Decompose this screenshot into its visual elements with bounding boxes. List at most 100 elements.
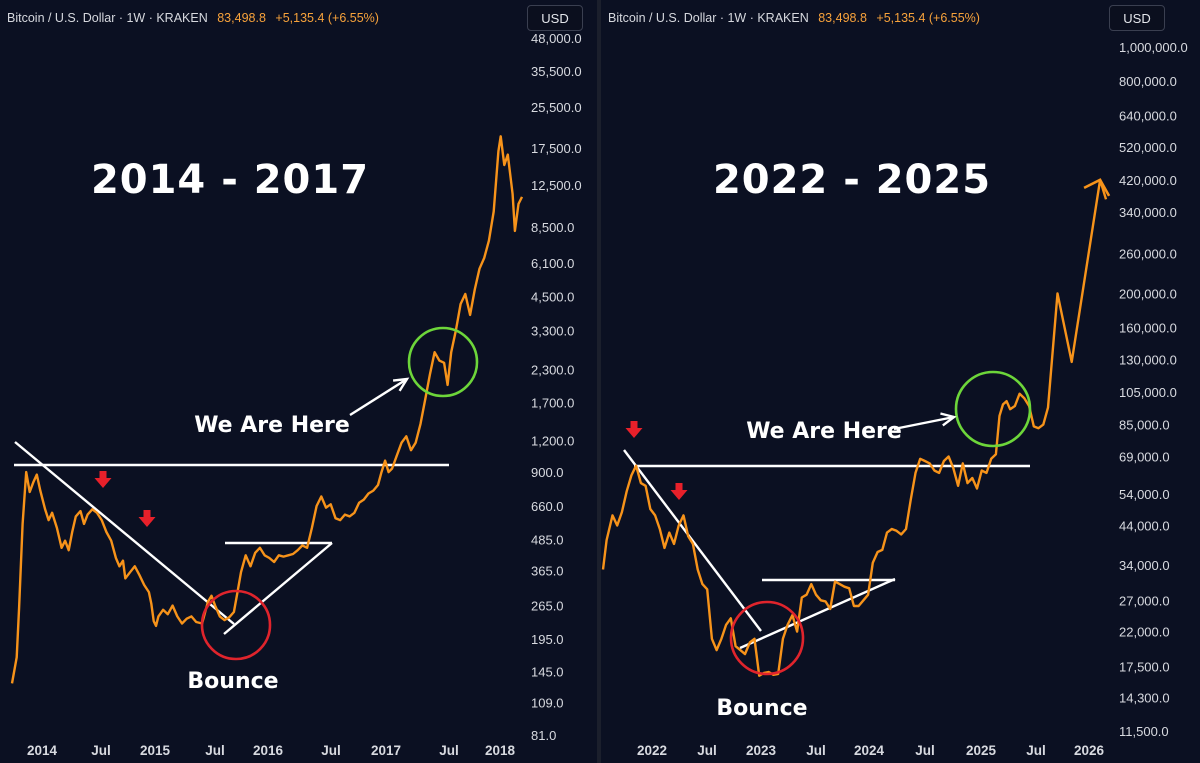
y-tick-label: 265.0 (531, 599, 564, 614)
y-tick-label: 35,500.0 (531, 64, 582, 79)
x-tick-label: 2022 (637, 743, 667, 758)
chart-title: 2022 - 2025 (713, 157, 991, 203)
y-tick-label: 3,300.0 (531, 323, 574, 338)
y-tick-label: 17,500.0 (531, 141, 582, 156)
here-circle (407, 326, 479, 398)
y-tick-label: 69,000.0 (1119, 450, 1170, 465)
x-tick-label: 2025 (966, 743, 997, 758)
x-tick-label: 2016 (253, 743, 284, 758)
here-arrow-line (893, 415, 955, 431)
y-tick-label: 105,000.0 (1119, 385, 1177, 400)
y-tick-label: 27,000.0 (1119, 593, 1170, 608)
trend-line (223, 542, 333, 635)
projection-arrowhead (1083, 178, 1111, 197)
y-tick-label: 340,000.0 (1119, 205, 1177, 220)
bounce-circle (200, 589, 272, 661)
here-arrow-head (940, 412, 957, 427)
bounce-circle (729, 600, 805, 676)
y-tick-label: 85,000.0 (1119, 418, 1170, 433)
x-tick-label: 2017 (371, 743, 401, 758)
red-down-arrow (138, 510, 156, 527)
y-tick-label: 44,000.0 (1119, 518, 1170, 533)
y-tick-label: 8,500.0 (531, 220, 574, 235)
currency-button[interactable]: USD (1109, 5, 1165, 31)
red-down-arrow (94, 471, 112, 488)
y-tick-label: 22,000.0 (1119, 625, 1170, 640)
x-tick-label: Jul (205, 743, 225, 758)
y-tick-label: 130,000.0 (1119, 353, 1177, 368)
y-tick-label: 660.0 (531, 499, 564, 514)
y-tick-label: 485.0 (531, 533, 564, 548)
red-down-arrow (625, 421, 643, 438)
chart-title: 2014 - 2017 (91, 157, 369, 203)
x-tick-label: Jul (439, 743, 459, 758)
x-tick-label: Jul (1026, 743, 1046, 758)
chart-svg-right: 1,000,000.0 800,000.0 640,000.0 520,000.0 42… (601, 40, 1188, 758)
chart-header: Bitcoin / U.S. Dollar · 1W · KRAKEN 83,4… (608, 11, 980, 25)
y-tick-label: 195.0 (531, 632, 564, 647)
symbol-label: Bitcoin / U.S. Dollar · 1W · KRAKEN (7, 11, 208, 25)
y-tick-label: 900.0 (531, 465, 564, 480)
y-tick-label: 1,700.0 (531, 396, 574, 411)
chart-panel-right: Bitcoin / U.S. Dollar · 1W · KRAKEN 83,4… (601, 0, 1200, 763)
bounce-label: Bounce (716, 696, 807, 721)
we-are-here-label: We Are Here (194, 413, 350, 438)
y-tick-label: 1,200.0 (531, 434, 574, 449)
currency-button[interactable]: USD (527, 5, 583, 31)
here-arrow-line (349, 377, 408, 417)
y-tick-label: 14,300.0 (1119, 691, 1170, 706)
red-down-arrow (670, 483, 688, 500)
panel-divider (597, 0, 601, 763)
y-tick-label: 800,000.0 (1119, 74, 1177, 89)
chart-svg-left: 48,000.0 35,500.0 25,500.0 17,500.0 12,500.0… (10, 31, 582, 758)
y-tick-label: 17,500.0 (1119, 660, 1170, 675)
y-tick-label: 260,000.0 (1119, 246, 1177, 261)
bounce-label: Bounce (187, 669, 278, 694)
y-tick-label: 34,000.0 (1119, 558, 1170, 573)
change-label: +5,135.4 (+6.55%) (275, 11, 379, 25)
y-tick-label: 109.0 (531, 696, 564, 711)
x-tick-label: Jul (806, 743, 826, 758)
symbol-label: Bitcoin / U.S. Dollar · 1W · KRAKEN (608, 11, 809, 25)
y-tick-label: 520,000.0 (1119, 140, 1177, 155)
trend-line (739, 577, 896, 650)
y-tick-label: 11,500.0 (1119, 724, 1169, 739)
y-tick-label: 200,000.0 (1119, 287, 1177, 302)
x-tick-label: Jul (321, 743, 341, 758)
y-tick-label: 54,000.0 (1119, 487, 1170, 502)
here-arrow-head (392, 377, 410, 392)
we-are-here-label: We Are Here (746, 419, 902, 444)
price-label: 83,498.8 (217, 11, 266, 25)
x-tick-label: Jul (915, 743, 935, 758)
y-tick-label: 420,000.0 (1119, 173, 1177, 188)
y-tick-label: 365.0 (531, 564, 564, 579)
y-tick-label: 25,500.0 (531, 100, 582, 115)
chart-header: Bitcoin / U.S. Dollar · 1W · KRAKEN 83,4… (7, 11, 379, 25)
y-tick-label: 2,300.0 (531, 363, 574, 378)
y-tick-label: 48,000.0 (531, 31, 582, 46)
x-tick-label: 2014 (27, 743, 58, 758)
x-tick-label: Jul (91, 743, 111, 758)
chart-panel-left: Bitcoin / U.S. Dollar · 1W · KRAKEN 83,4… (0, 0, 597, 763)
price-label: 83,498.8 (818, 11, 867, 25)
price-line (601, 178, 1108, 677)
y-tick-label: 640,000.0 (1119, 108, 1177, 123)
trend-line (14, 441, 235, 625)
y-tick-label: 12,500.0 (531, 178, 582, 193)
x-tick-label: 2026 (1074, 743, 1105, 758)
y-tick-label: 160,000.0 (1119, 321, 1177, 336)
here-circle (954, 370, 1032, 448)
y-tick-label: 1,000,000.0 (1119, 40, 1188, 55)
x-tick-label: 2023 (746, 743, 777, 758)
x-tick-label: 2018 (485, 743, 516, 758)
y-tick-label: 6,100.0 (531, 256, 574, 271)
price-line (10, 135, 524, 684)
y-tick-label: 4,500.0 (531, 289, 574, 304)
x-tick-label: 2024 (854, 743, 885, 758)
x-tick-label: Jul (697, 743, 717, 758)
y-tick-label: 145.0 (531, 664, 564, 679)
x-tick-label: 2015 (140, 743, 171, 758)
y-tick-label: 81.0 (531, 728, 556, 743)
trend-line (623, 449, 762, 632)
change-label: +5,135.4 (+6.55%) (876, 11, 980, 25)
